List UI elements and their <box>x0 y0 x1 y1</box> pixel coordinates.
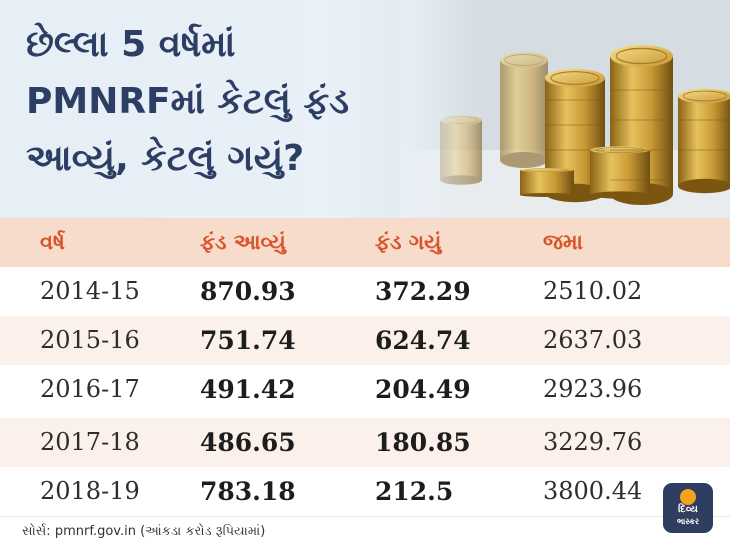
coin-stacks-image <box>400 0 730 218</box>
table-row: 2018-19 783.18 212.5 3800.44 <box>0 467 730 516</box>
balance-cell: 3229.76 <box>543 428 643 456</box>
balance-cell: 2923.96 <box>543 375 643 403</box>
table-row: 2014-15 870.93 372.29 2510.02 <box>0 267 730 316</box>
table-header-row: વર્ષ ફંડ આવ્યું ફંડ ગયું જમા <box>0 218 730 267</box>
divya-bhaskar-logo: દિવ્ય ભાસ્કર <box>663 483 713 533</box>
title-line-1: છેલ્લા 5 વર્ષમાં <box>26 24 236 65</box>
spent-cell: 212.5 <box>375 477 454 506</box>
column-header-year: વર્ષ <box>40 230 65 254</box>
year-cell: 2016-17 <box>40 375 140 403</box>
header-banner: છેલ્લા 5 વર્ષમાં PMNRFમાં કેટલું ફંડ આવ્… <box>0 0 730 218</box>
footer: સોર્સ: pmnrf.gov.in (આંકડા કરોડ રૂપિયામા… <box>0 516 730 549</box>
balance-cell: 3800.44 <box>543 477 643 505</box>
table-row: 2017-18 486.65 180.85 3229.76 <box>0 418 730 467</box>
logo-line-1: દિવ્ય <box>678 504 698 515</box>
year-cell: 2014-15 <box>40 277 140 305</box>
year-cell: 2017-18 <box>40 428 140 456</box>
logo-line-2: ભાસ્કર <box>676 517 700 526</box>
year-cell: 2018-19 <box>40 477 140 505</box>
balance-cell: 2510.02 <box>543 277 643 305</box>
received-cell: 783.18 <box>200 477 296 506</box>
received-cell: 486.65 <box>200 428 296 457</box>
spent-cell: 624.74 <box>375 326 471 355</box>
page-title: છેલ્લા 5 વર્ષમાં PMNRFમાં કેટલું ફંડ આવ્… <box>26 16 386 187</box>
title-line-3: આવ્યું, કેટલું ગયું? <box>26 138 305 179</box>
balance-cell: 2637.03 <box>543 326 643 354</box>
table-row: 2016-17 491.42 204.49 2923.96 <box>0 365 730 414</box>
table-row: 2015-16 751.74 624.74 2637.03 <box>0 316 730 365</box>
received-cell: 751.74 <box>200 326 296 355</box>
column-header-balance: જમા <box>543 230 583 254</box>
year-cell: 2015-16 <box>40 326 140 354</box>
source-note: સોર્સ: pmnrf.gov.in (આંકડા કરોડ રૂપિયામા… <box>22 524 266 539</box>
received-cell: 491.42 <box>200 375 296 404</box>
spent-cell: 372.29 <box>375 277 471 306</box>
column-header-received: ફંડ આવ્યું <box>200 230 286 254</box>
sun-icon <box>680 489 696 505</box>
column-header-spent: ફંડ ગયું <box>375 230 442 254</box>
received-cell: 870.93 <box>200 277 296 306</box>
spent-cell: 180.85 <box>375 428 471 457</box>
title-line-2: PMNRFમાં કેટલું ફંડ <box>26 81 350 122</box>
spent-cell: 204.49 <box>375 375 471 404</box>
